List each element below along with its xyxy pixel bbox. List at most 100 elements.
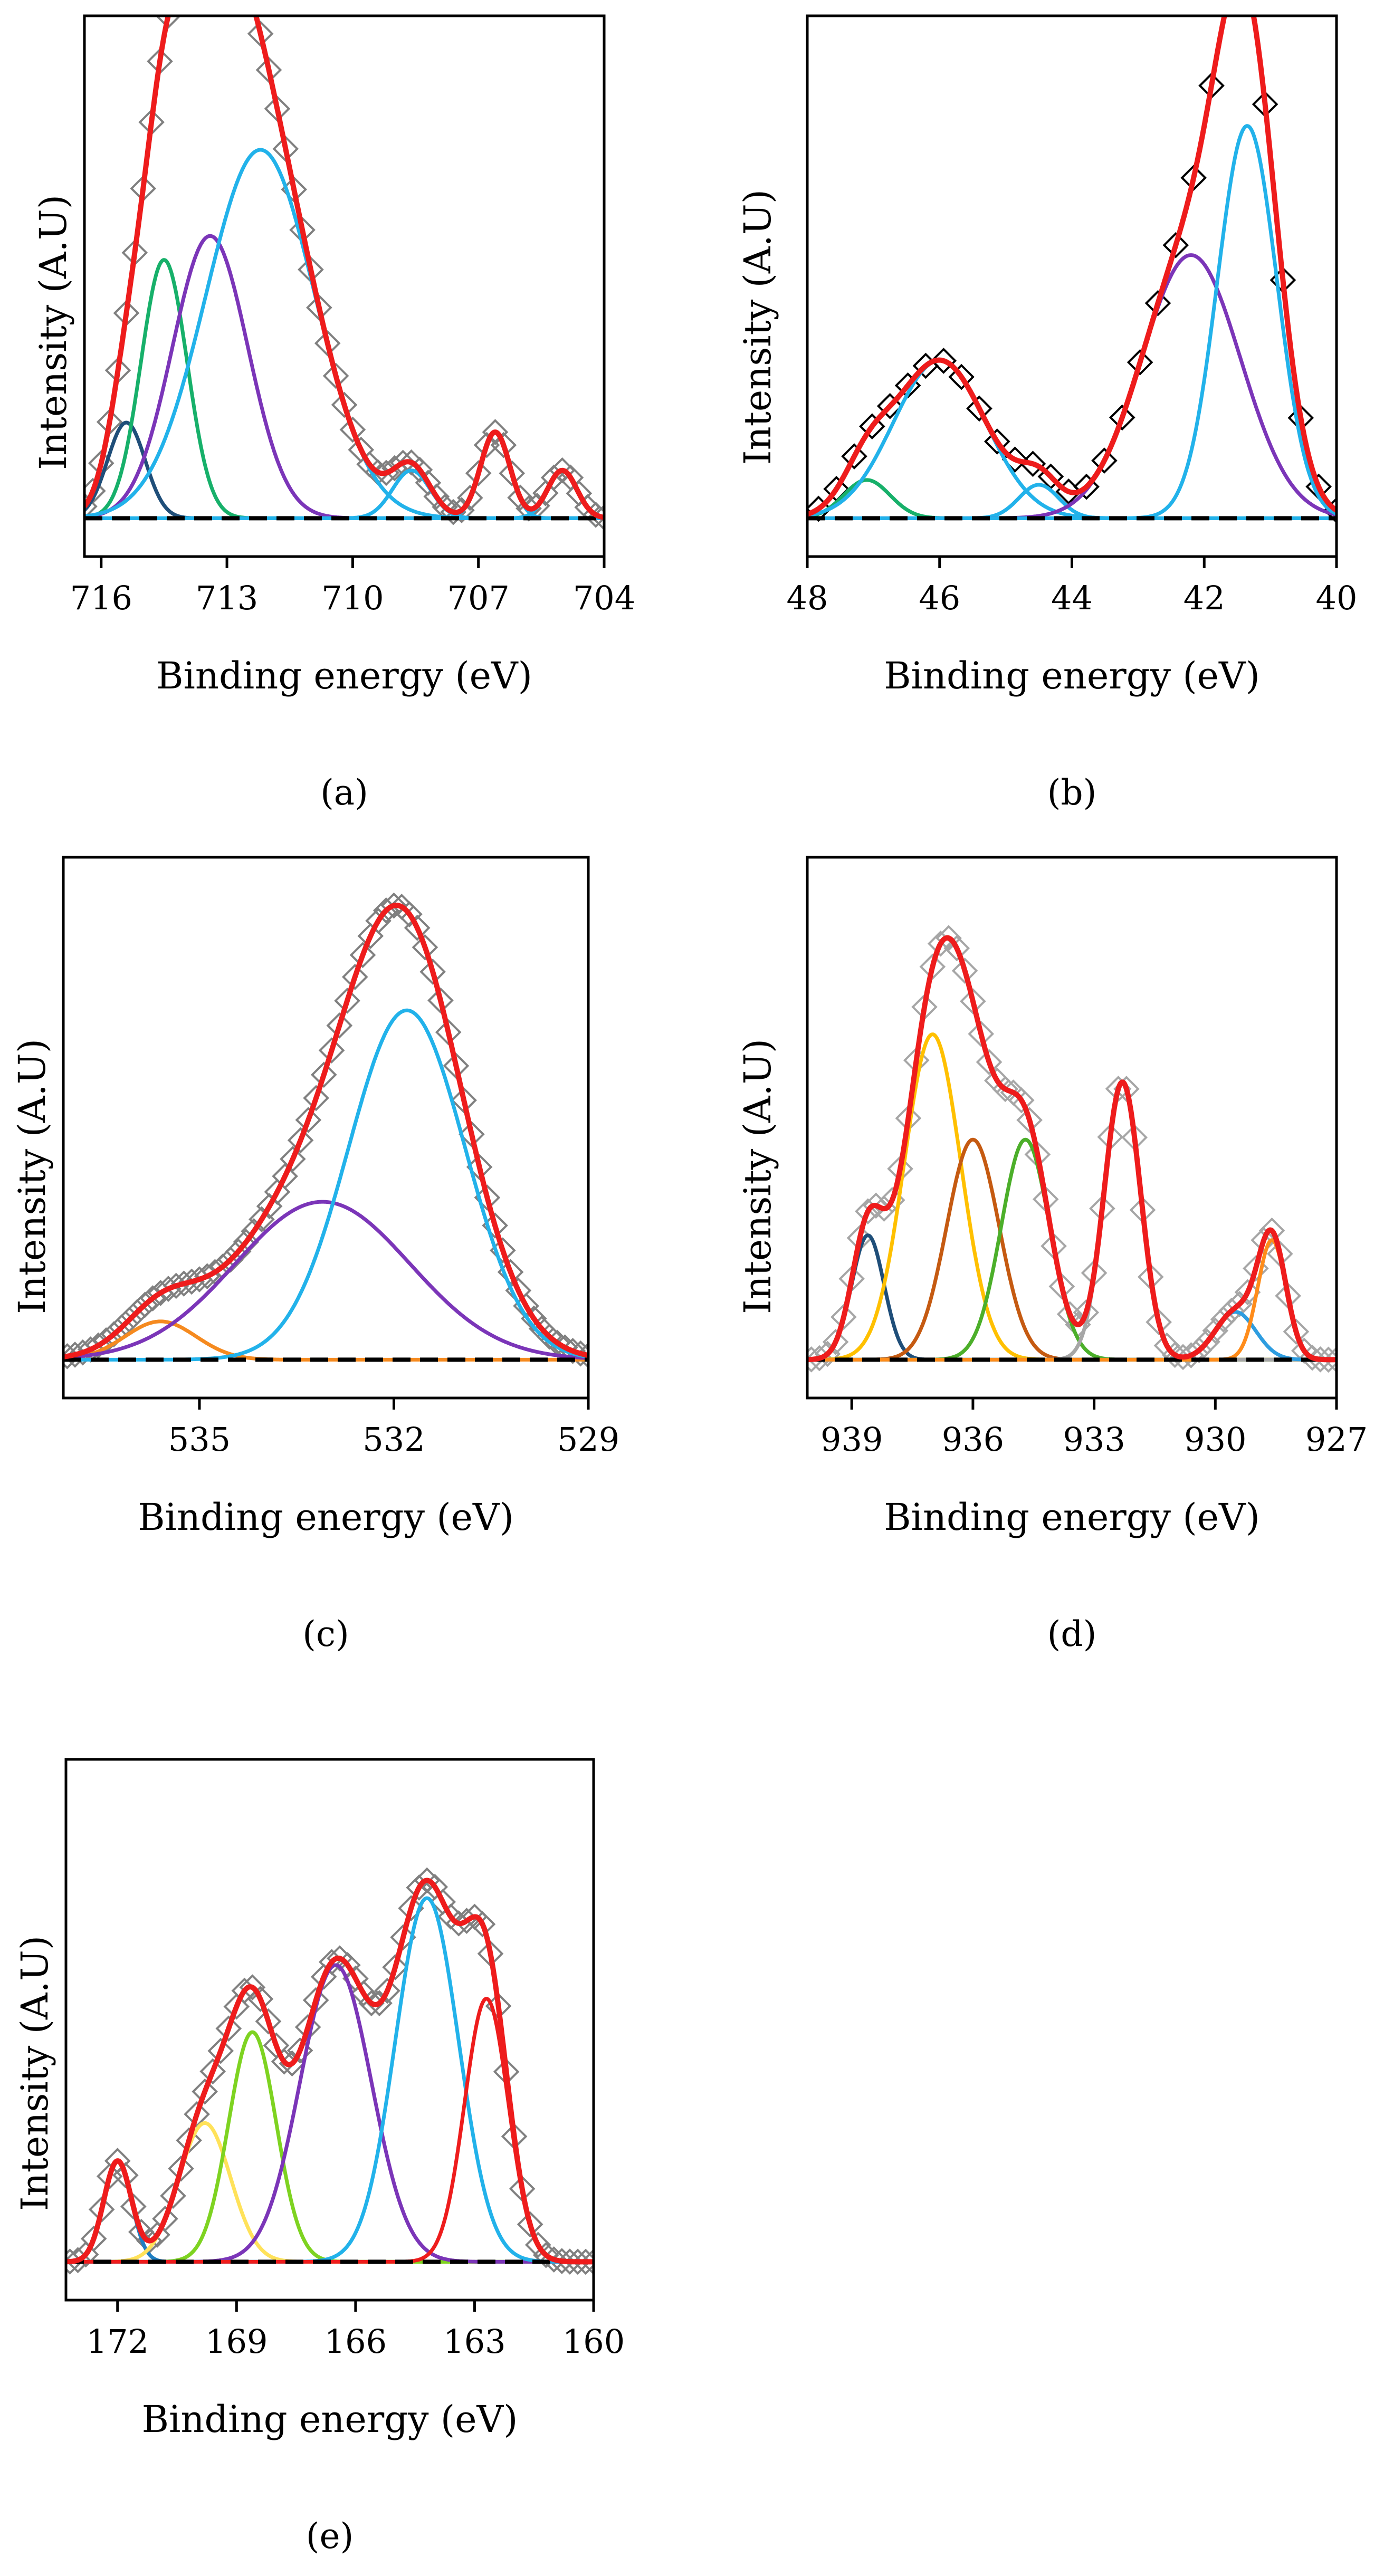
x-tick-label: 46 xyxy=(919,579,960,617)
x-tick-label: 44 xyxy=(1051,579,1093,617)
component-peak-4 xyxy=(84,148,604,520)
panel-label: (e) xyxy=(306,2516,354,2556)
x-tick-label: 927 xyxy=(1305,1420,1368,1459)
data-marker xyxy=(349,942,376,969)
data-marker xyxy=(215,2015,242,2042)
data-marker xyxy=(966,395,992,422)
data-marker xyxy=(334,988,360,1014)
component-peak-5 xyxy=(807,124,1337,520)
x-tick-label: 169 xyxy=(205,2322,268,2361)
plot-area xyxy=(66,1867,594,2275)
x-tick-label: 160 xyxy=(562,2322,625,2361)
component-peak-4 xyxy=(807,253,1337,520)
data-marker xyxy=(936,925,962,952)
data-marker xyxy=(499,460,526,487)
data-marker xyxy=(144,2221,170,2248)
data-marker xyxy=(357,923,384,950)
panel-e: 172 169 166 163 160 Binding energy (eV) Intens… xyxy=(13,1758,625,2556)
data-marker xyxy=(536,1323,563,1350)
data-marker xyxy=(256,1193,283,1220)
data-marker xyxy=(976,1049,1003,1076)
data-marker xyxy=(184,2101,210,2128)
data-marker xyxy=(930,348,957,374)
plot-frame xyxy=(62,856,590,1400)
data-marker xyxy=(382,1954,408,1980)
data-marker xyxy=(374,1977,400,2004)
plot-area xyxy=(63,892,588,1370)
panel-c: 535 532 529 Binding energy (eV) Intensity (A… xyxy=(11,856,619,1654)
data-marker xyxy=(831,1304,857,1330)
plot-frame xyxy=(83,14,606,558)
data-marker xyxy=(466,1154,493,1180)
data-marker xyxy=(280,1146,306,1172)
data-marker xyxy=(1091,447,1118,474)
data-marker xyxy=(310,1964,337,1990)
component-peak-3 xyxy=(84,234,604,520)
data-marker xyxy=(415,470,442,496)
component-peak-4 xyxy=(807,1137,1337,1362)
data-marker xyxy=(1218,0,1241,7)
data-marker xyxy=(1109,404,1135,431)
data-marker xyxy=(473,432,500,458)
data-marker xyxy=(557,2248,583,2275)
data-marker xyxy=(326,1012,353,1039)
x-tick-label: 48 xyxy=(787,579,828,617)
data-marker xyxy=(524,2232,551,2258)
data-marker xyxy=(1210,1306,1237,1333)
data-marker xyxy=(517,2211,543,2238)
x-tick-label: 930 xyxy=(1184,1420,1246,1459)
data-marker xyxy=(223,1993,250,2020)
data-marker xyxy=(348,436,375,463)
data-marker xyxy=(465,460,492,486)
data-marker xyxy=(287,1127,314,1154)
data-marker xyxy=(160,2182,186,2209)
y-axis-title: Intensity (A.U) xyxy=(13,1936,56,2211)
component-peak-1 xyxy=(66,2159,594,2264)
data-marker xyxy=(419,959,446,985)
data-marker xyxy=(318,1037,345,1064)
data-marker xyxy=(310,1061,337,1088)
data-marker xyxy=(948,363,975,390)
data-marker xyxy=(331,391,358,418)
data-marker xyxy=(427,987,454,1014)
data-marker xyxy=(507,484,533,511)
data-marker xyxy=(339,416,366,443)
x-tick-label: 172 xyxy=(87,2322,149,2361)
data-marker xyxy=(207,2037,234,2064)
x-tick-label: 704 xyxy=(573,579,635,617)
x-axis-title: Binding energy (eV) xyxy=(884,1496,1260,1539)
x-tick-label: 529 xyxy=(557,1420,619,1459)
data-marker xyxy=(341,964,368,990)
data-marker xyxy=(943,935,970,962)
data-marker xyxy=(72,2241,99,2268)
data-marker xyxy=(165,0,188,2)
envelope-fit xyxy=(63,903,588,1359)
x-tick-label: 707 xyxy=(447,579,510,617)
data-marker xyxy=(1291,1337,1318,1364)
y-axis-title: Intensity (A.U) xyxy=(736,189,779,465)
data-marker xyxy=(247,21,274,47)
data-marker xyxy=(192,2078,218,2105)
panel-b: 48 46 44 42 40 Binding energy (eV) Intensity (… xyxy=(736,0,1357,813)
data-marker xyxy=(1048,1273,1075,1300)
data-marker xyxy=(314,330,341,357)
data-marker xyxy=(295,1107,322,1133)
data-marker xyxy=(168,2155,194,2182)
data-marker xyxy=(380,892,407,919)
data-marker xyxy=(461,1903,488,1930)
data-marker xyxy=(1202,1317,1229,1344)
data-marker xyxy=(822,1328,849,1355)
data-marker xyxy=(326,1945,353,1972)
component-peak-2 xyxy=(807,1032,1337,1362)
data-marker xyxy=(255,2008,282,2035)
x-tick-label: 42 xyxy=(1183,579,1225,617)
envelope-fit xyxy=(84,16,604,520)
plot-frame xyxy=(806,856,1338,1400)
data-marker xyxy=(807,1346,825,1373)
data-marker xyxy=(814,1340,841,1367)
panel-d: 939 936 933 930 927 Binding energy (eV) Intens… xyxy=(736,856,1368,1654)
data-marker xyxy=(951,957,978,984)
data-marker xyxy=(322,362,349,389)
data-marker xyxy=(859,413,885,440)
